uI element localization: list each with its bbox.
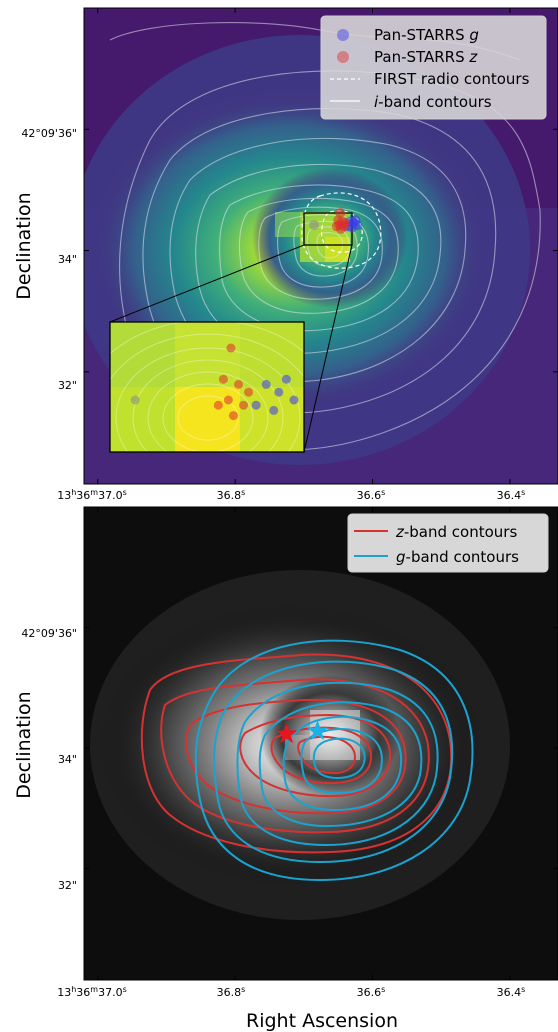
z-band-contours [140,653,453,854]
bottom-y-axis-title: Declination [13,691,35,798]
top-x-tick-36-6: 36.6s [357,488,386,502]
bottom-image [84,507,558,980]
inset-data-point [281,374,291,384]
inset-data-point [218,374,228,384]
inset-contours [110,322,304,452]
inset-data-point [289,395,299,405]
top-y-tick-36: 42°09'36" [21,127,77,140]
bottom-legend: z-band contours g-band contours [347,513,549,573]
inset-data-point [274,387,284,397]
top-ticks [84,8,558,484]
bottom-y-tick-34: 34" [58,753,77,766]
data-point [309,220,320,231]
inset-data-point [226,343,236,353]
bottom-y-tick-36: 42°09'36" [21,627,77,640]
top-points [309,207,363,234]
zoom-connector-lower [303,244,353,453]
legend-iband-label: i-band contours [374,93,492,111]
legend-g-label: Pan-STARRS g [374,26,479,44]
legend-z-label: Pan-STARRS z [374,48,478,66]
bottom-y-tick-32: 32" [58,879,77,892]
bottom-ticks [84,507,558,980]
centroid-star [276,723,298,744]
bottom-frame [83,506,558,981]
bottom-points [276,720,328,744]
legend-radio-label: FIRST radio contours [374,70,530,88]
legend-z-marker [337,51,349,63]
legend-g-marker [337,29,349,41]
inset-data-point [244,387,254,397]
inset-points [130,343,299,421]
inset-data-point [228,411,238,421]
bottom-x-tick-37: 13h36m37.0s [57,985,127,999]
inset-data-point [261,379,271,389]
inset-data-point [213,400,223,410]
top-x-tick-36-8: 36.8s [217,488,246,502]
bottom-x-tick-36-6: 36.6s [357,985,386,999]
centroid-star [307,720,328,740]
top-panel: Pan-STARRS g Pan-STARRS z FIRST radio co… [13,7,558,502]
g-band-contours [194,639,474,882]
bottom-x-tick-36-4: 36.4s [497,985,526,999]
top-x-tick-36-4: 36.4s [497,488,526,502]
inset-data-point [130,395,140,405]
top-legend: Pan-STARRS g Pan-STARRS z FIRST radio co… [320,15,547,120]
top-y-axis-title: Declination [13,192,35,299]
top-y-tick-32: 32" [58,379,77,392]
top-y-tick-34: 34" [58,253,77,266]
zoom-connector-upper [109,244,305,323]
bottom-x-tick-36-8: 36.8s [217,985,246,999]
bottom-x-axis-title: Right Ascension [246,1010,398,1032]
top-x-tick-37: 13h36m37.0s [57,488,127,502]
inset-data-point [269,405,279,415]
inset-data-point [233,379,243,389]
legend-g-band-label: g-band contours [396,548,519,566]
bottom-panel: z-band contours g-band contours 42°09'36… [13,506,558,1032]
data-point [335,207,346,218]
inset-data-point [239,400,249,410]
inset-data-point [251,400,261,410]
zoom-inset [109,321,305,453]
inset-data-point [223,395,233,405]
legend-z-band-label: z-band contours [395,523,517,541]
data-point [338,221,349,232]
top-frame [83,7,558,485]
